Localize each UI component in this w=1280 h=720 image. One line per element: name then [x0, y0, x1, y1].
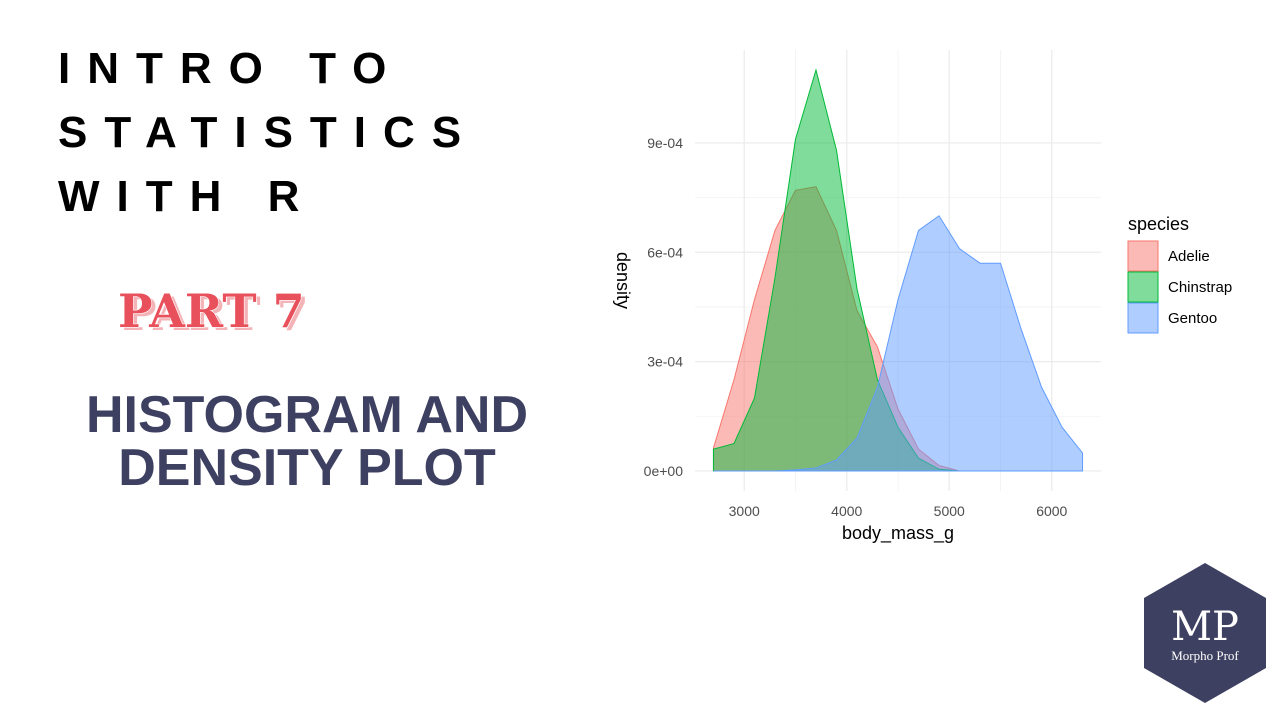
part-shadow: PART 7	[122, 287, 309, 341]
x-tick-label: 5000	[934, 503, 965, 519]
title-line: INTRO TO	[58, 44, 403, 93]
y-axis-title: density	[613, 252, 633, 309]
logo-name: Morpho Prof	[1171, 648, 1239, 663]
part-label: PART 7	[118, 284, 305, 338]
title-line: WITH R	[58, 172, 316, 221]
y-tick-label: 3e-04	[647, 354, 683, 370]
legend-key	[1127, 240, 1159, 272]
legend-key	[1127, 302, 1159, 334]
y-tick-label: 9e-04	[647, 135, 683, 151]
y-tick-label: 0e+00	[644, 463, 684, 479]
title-line: STATISTICS	[58, 108, 478, 157]
density-area	[713, 215, 1084, 472]
logo-initials: MP	[1171, 604, 1239, 650]
topic-line: HISTOGRAM AND	[86, 386, 528, 444]
logo-badge	[1144, 563, 1266, 703]
x-axis-title: body_mass_g	[842, 523, 954, 544]
legend-label: Gentoo	[1168, 310, 1217, 327]
topic-line: DENSITY PLOT	[118, 439, 496, 497]
x-tick-label: 6000	[1036, 503, 1067, 519]
x-tick-label: 3000	[729, 503, 760, 519]
x-tick-label: 4000	[831, 503, 862, 519]
y-tick-label: 6e-04	[647, 244, 683, 260]
legend-label: Adelie	[1168, 248, 1210, 265]
legend-title: species	[1128, 214, 1189, 234]
legend-key	[1127, 271, 1159, 303]
legend-label: Chinstrap	[1168, 279, 1232, 296]
